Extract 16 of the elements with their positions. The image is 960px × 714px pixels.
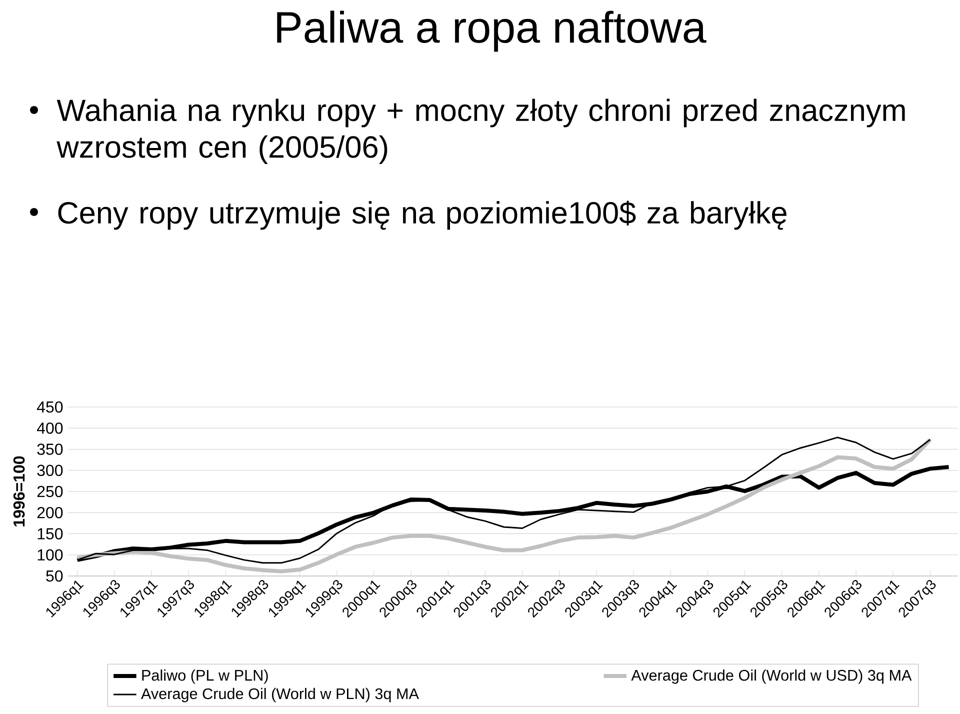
chart-title: Paliwa a ropa naftowa [277, 10, 706, 52]
legend-label: Average Crude Oil (World w USD) 3q MA [631, 669, 912, 684]
legend-label: Paliwo (PL w PLN) [142, 669, 268, 684]
y-tick-label: 400 [36, 422, 63, 434]
legend-label: Average Crude Oil (World w PLN) 3q MA [140, 688, 419, 702]
y-tick-label: 300 [37, 464, 63, 476]
y-tick-label: 50 [46, 570, 63, 582]
y-tick-label: 250 [37, 486, 63, 498]
text: Wahania na rynku ropy + mocny złoty chroni przed znacznym wzrostem cen (2005/06) [56, 98, 905, 164]
y-tick-label: 150 [38, 528, 63, 540]
y-tick-label: 450 [36, 401, 63, 413]
y-tick-label: 350 [37, 444, 63, 455]
y-tick-label: 200 [37, 506, 63, 518]
text: Ceny ropy utrzymuje się na poziomie100$ za baryłkę [58, 200, 786, 230]
y-axis-title: 1996=100 [13, 456, 25, 526]
y-tick-label: 100 [38, 549, 63, 561]
